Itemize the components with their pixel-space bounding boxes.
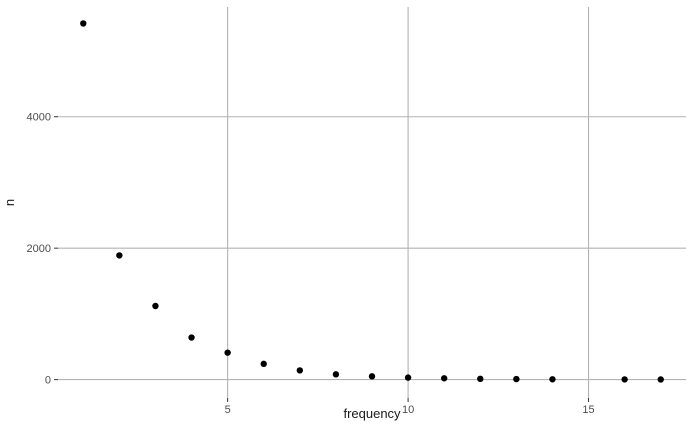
data-point xyxy=(404,374,412,381)
data-point xyxy=(549,376,556,383)
y-axis: 0 2000 4000 xyxy=(27,112,58,387)
data-point xyxy=(116,252,123,259)
data-point xyxy=(260,360,267,368)
data-point xyxy=(621,376,628,383)
data-point xyxy=(477,375,484,383)
x-tick-label: 15 xyxy=(582,404,594,416)
y-tick-label: 4000 xyxy=(27,112,51,124)
data-points xyxy=(80,20,664,383)
x-axis-title: frequency xyxy=(343,406,401,421)
data-point xyxy=(188,334,195,341)
y-tick-label: 0 xyxy=(45,375,51,387)
x-gridlines xyxy=(227,7,590,398)
x-axis: 5 10 15 xyxy=(225,398,595,416)
y-tick-label: 2000 xyxy=(27,243,51,255)
data-point xyxy=(440,375,448,382)
x-tick-label: 5 xyxy=(225,404,231,416)
x-tick-label: 10 xyxy=(402,404,414,416)
y-gridlines xyxy=(58,116,686,381)
data-point xyxy=(332,371,340,378)
data-point xyxy=(368,373,376,380)
data-point xyxy=(80,20,87,27)
data-point xyxy=(152,302,159,310)
data-point xyxy=(224,349,231,356)
y-axis-title: n xyxy=(2,199,17,206)
data-point xyxy=(513,375,520,383)
data-point xyxy=(657,376,664,383)
data-point xyxy=(296,367,304,374)
